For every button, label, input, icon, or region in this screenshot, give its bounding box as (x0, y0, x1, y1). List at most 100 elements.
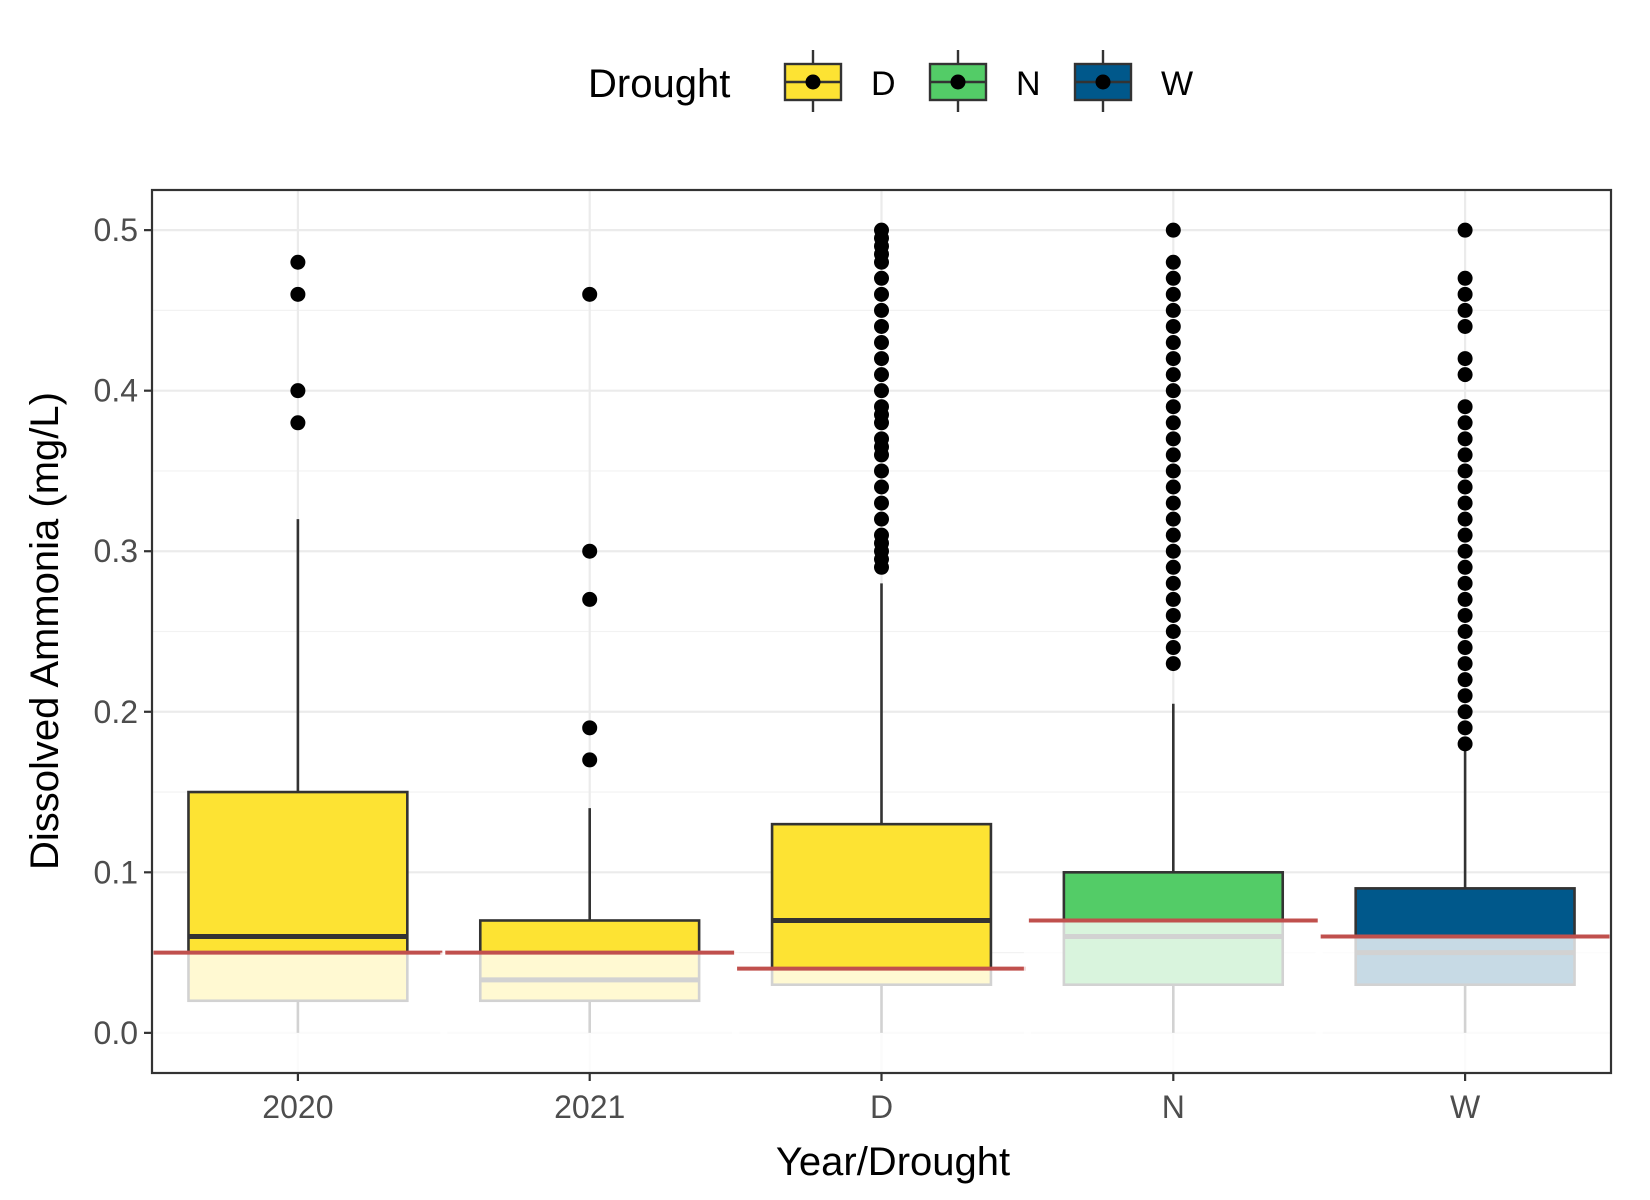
outlier-point (1457, 495, 1473, 511)
x-axis: 2020 2021 D N W (262, 1073, 1481, 1125)
outlier-point (874, 383, 889, 399)
outlier-point (1457, 688, 1473, 704)
outlier-point (1165, 591, 1181, 607)
outlier-point (1457, 463, 1473, 479)
plot-panel (148, 188, 1615, 1075)
boxes (148, 222, 1615, 1073)
outlier-point (874, 222, 889, 238)
legend-title: Drought (588, 62, 730, 106)
outlier-point (874, 286, 889, 302)
x-tick-label: 2021 (554, 1089, 625, 1125)
box-W (1315, 222, 1615, 1073)
outlier-point (1457, 624, 1473, 639)
y-tick-label: 0.1 (94, 854, 138, 890)
below-reference-shade (732, 968, 1031, 1073)
outlier-point (1457, 720, 1473, 736)
outlier-point (1457, 399, 1473, 415)
outlier-point (1457, 640, 1473, 656)
outlier-point (1457, 302, 1473, 318)
outlier-point (874, 399, 889, 415)
outlier-point (1457, 222, 1473, 238)
outlier-point (1165, 559, 1181, 575)
outlier-point (874, 527, 889, 543)
outlier-point (874, 318, 889, 334)
x-tick-label: W (1450, 1089, 1481, 1125)
outlier-point (1457, 704, 1473, 720)
outlier-point (1165, 479, 1181, 495)
outlier-point (1457, 351, 1473, 367)
outlier-point (1165, 399, 1181, 415)
outlier-point (1457, 318, 1473, 334)
y-axis-title: Dissolved Ammonia (mg/L) (23, 392, 67, 870)
outlier-point (1457, 607, 1473, 623)
outlier-point (1165, 543, 1181, 559)
box-N (1023, 222, 1323, 1073)
y-tick-label: 0.2 (94, 694, 138, 730)
y-tick-label: 0.0 (94, 1015, 138, 1051)
outlier-point (1165, 286, 1181, 302)
y-tick-label: 0.4 (94, 373, 138, 409)
outlier-point (290, 254, 306, 270)
outlier-point (582, 286, 598, 302)
box-2020 (148, 254, 448, 1073)
outlier-point (874, 463, 889, 479)
outlier-point (1457, 559, 1473, 575)
outlier-point (1457, 367, 1473, 383)
outlier-point (1165, 270, 1181, 286)
outlier-point (874, 479, 889, 495)
y-axis: 0.0 0.1 0.2 0.3 0.4 0.5 (94, 212, 152, 1051)
outlier-point (290, 286, 306, 302)
outlier-point (874, 335, 889, 351)
outlier-point (1165, 254, 1181, 270)
outlier-point (1457, 286, 1473, 302)
outlier-point (290, 383, 306, 399)
outlier-point (1165, 624, 1181, 639)
outlier-point (1165, 302, 1181, 318)
outlier-point (582, 720, 598, 736)
below-reference-shade (1315, 936, 1615, 1073)
outlier-point (1457, 656, 1473, 672)
outlier-point (1165, 318, 1181, 334)
legend-key-point (950, 74, 966, 90)
outlier-point (1457, 736, 1473, 752)
outlier-point (1457, 415, 1473, 431)
below-reference-shade (1023, 920, 1323, 1073)
legend-key-point (805, 74, 821, 90)
outlier-point (874, 302, 889, 318)
outlier-point (1457, 575, 1473, 591)
legend: Drought D N W (588, 50, 1193, 112)
outlier-point (582, 543, 598, 559)
outlier-point (1457, 479, 1473, 495)
outlier-point (1165, 415, 1181, 431)
outlier-point (1457, 270, 1473, 286)
below-reference-shade (440, 952, 740, 1073)
outlier-point (290, 415, 306, 431)
outlier-point (1165, 575, 1181, 591)
outlier-point (1165, 367, 1181, 383)
outlier-point (1165, 351, 1181, 367)
x-axis-title: Year/Drought (776, 1140, 1010, 1184)
x-tick-label: 2020 (262, 1089, 333, 1125)
outlier-point (874, 511, 889, 527)
outlier-point (1165, 447, 1181, 463)
outlier-point (1457, 527, 1473, 543)
outlier-point (1165, 383, 1181, 399)
outlier-point (1165, 495, 1181, 511)
legend-item-label: W (1161, 65, 1193, 103)
outlier-point (1457, 447, 1473, 463)
outlier-point (582, 752, 598, 768)
outlier-point (1165, 463, 1181, 479)
outlier-point (1165, 527, 1181, 543)
legend-item-N: N (928, 50, 1041, 112)
y-tick-label: 0.5 (94, 212, 138, 248)
legend-item-label: N (1016, 65, 1041, 103)
outlier-point (1165, 511, 1181, 527)
outlier-point (1457, 511, 1473, 527)
x-tick-label: N (1162, 1089, 1185, 1125)
outlier-point (1457, 543, 1473, 559)
outlier-point (874, 431, 889, 447)
legend-key-point (1095, 74, 1111, 90)
outlier-point (1165, 640, 1181, 656)
